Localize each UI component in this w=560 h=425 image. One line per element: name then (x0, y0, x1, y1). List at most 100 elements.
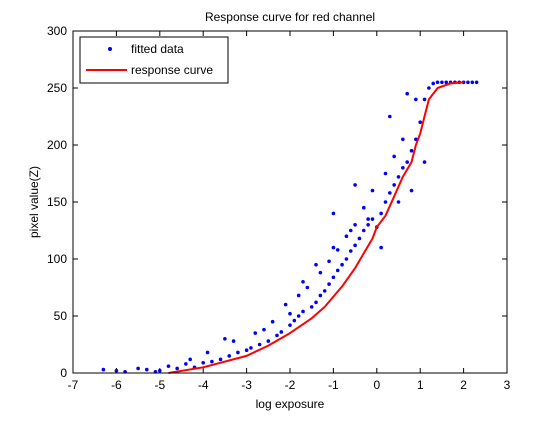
data-point (314, 300, 318, 305)
data-point (353, 243, 357, 248)
data-point (409, 188, 414, 193)
data-point (418, 120, 423, 124)
data-point (470, 80, 475, 85)
data-point (466, 80, 470, 85)
data-point (401, 166, 405, 170)
x-tick-label: -7 (68, 378, 79, 392)
data-point (318, 270, 323, 275)
data-point (253, 331, 258, 335)
data-point (431, 81, 436, 86)
data-point (275, 333, 279, 338)
data-point (392, 183, 396, 187)
data-point (166, 364, 171, 368)
data-point (231, 339, 236, 343)
x-tick-label: -4 (198, 378, 209, 392)
data-point (283, 302, 288, 307)
data-point (249, 346, 253, 350)
data-point (435, 80, 440, 85)
data-point (344, 234, 349, 238)
data-point (361, 205, 366, 210)
data-point (223, 337, 227, 341)
data-point (427, 86, 431, 90)
data-point (327, 259, 331, 264)
data-point (305, 285, 310, 290)
data-point (396, 175, 401, 179)
data-point (327, 282, 331, 286)
data-point (101, 367, 106, 372)
y-tick-label: 150 (47, 195, 67, 209)
data-point (296, 293, 301, 298)
data-point (444, 80, 449, 85)
y-tick-label: 100 (47, 252, 67, 266)
data-point (348, 249, 353, 253)
response-curve-line (168, 81, 464, 374)
data-point (388, 114, 392, 119)
y-tick-label: 200 (47, 138, 67, 152)
data-point (301, 309, 305, 314)
legend: fitted data response curve (79, 36, 229, 84)
data-point (314, 262, 318, 267)
y-axis-label: pixel value(Z) (27, 166, 41, 238)
data-point (318, 293, 323, 298)
x-axis-label: log exposure (256, 397, 325, 411)
data-point (396, 200, 401, 204)
data-point (401, 137, 405, 142)
data-point (288, 323, 292, 327)
data-point (405, 91, 409, 96)
y-tick-label: 300 (47, 24, 67, 38)
data-point (322, 289, 327, 293)
data-point (266, 339, 271, 343)
data-point (296, 314, 301, 318)
x-tick-label: -2 (285, 378, 296, 392)
data-point (344, 257, 349, 261)
data-point (288, 311, 292, 316)
data-point (405, 160, 409, 164)
y-tick-label: 0 (60, 366, 67, 380)
data-point (331, 211, 336, 216)
data-point (188, 357, 192, 362)
data-point (340, 262, 344, 267)
data-point (379, 211, 383, 216)
x-tick-label: -1 (328, 378, 339, 392)
data-point (348, 228, 353, 233)
data-point (422, 160, 427, 164)
data-point (270, 319, 275, 324)
x-tick-label: 0 (373, 378, 380, 392)
data-point (184, 362, 188, 366)
data-point (218, 357, 223, 362)
data-point (262, 327, 266, 332)
data-point (422, 97, 427, 102)
data-point (440, 80, 444, 85)
data-point (279, 330, 284, 334)
data-point (392, 154, 396, 159)
data-point (474, 80, 479, 85)
data-point (383, 200, 388, 204)
data-point (409, 148, 414, 153)
data-point (210, 359, 214, 364)
x-tick-label: 3 (504, 378, 511, 392)
data-point (383, 171, 388, 176)
data-point (370, 217, 375, 221)
data-point (227, 354, 232, 358)
data-point (144, 367, 149, 372)
y-tick-label: 250 (47, 81, 67, 95)
data-point (366, 217, 370, 221)
chart-title: Response curve for red channel (205, 10, 375, 24)
x-tick-label: -3 (241, 378, 252, 392)
data-point (301, 280, 305, 284)
plot-area (73, 31, 507, 373)
data-point (335, 248, 340, 252)
x-tick-label: -5 (154, 378, 165, 392)
data-point (331, 245, 336, 250)
x-tick-label: 1 (417, 378, 424, 392)
data-point (353, 183, 357, 187)
data-point (379, 245, 383, 250)
data-point (257, 342, 262, 347)
data-point (335, 268, 340, 273)
data-point (388, 191, 392, 195)
y-tick-label: 50 (54, 309, 68, 323)
data-point (175, 366, 179, 371)
data-point (244, 348, 249, 353)
